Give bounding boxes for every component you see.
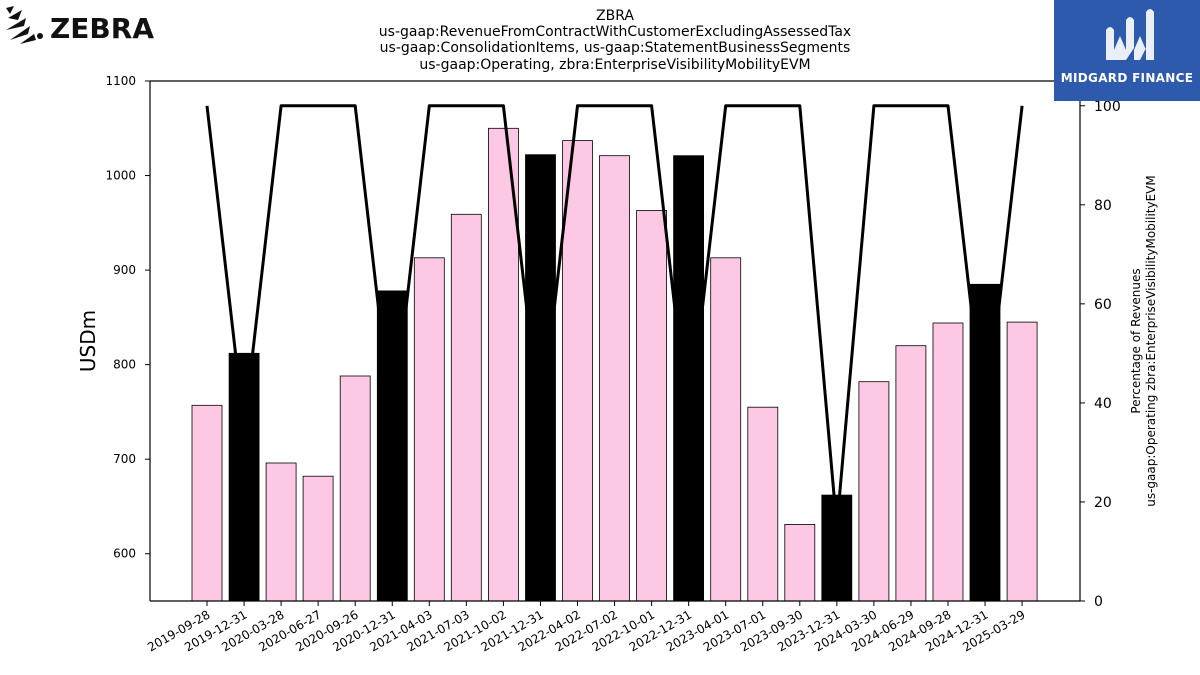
y-tick-label: 600 [113, 547, 136, 561]
bar [450, 213, 482, 602]
y-tick-label: 800 [113, 358, 136, 372]
y2-tick-label: 0 [1094, 594, 1103, 610]
y2-tick-label: 40 [1094, 396, 1112, 412]
percentage-line-series [205, 104, 1024, 529]
y-ticks-left: 600 700 800 900 1000 1100 [105, 74, 150, 561]
chart-title-line: us-gaap:ConsolidationItems, us-gaap:Stat… [380, 40, 851, 56]
y2-axis-label-line: Percentage of Revenues [1129, 268, 1143, 413]
bar [265, 462, 297, 602]
chart-title-line: us-gaap:Operating, zbra:EnterpriseVisibi… [419, 57, 810, 73]
midgard-m-icon [1106, 9, 1154, 60]
axes [149, 80, 1081, 602]
bar-series [191, 127, 1038, 602]
y2-tick-label: 20 [1094, 495, 1112, 511]
bar [710, 257, 742, 602]
bar [895, 345, 927, 602]
bar [858, 381, 890, 602]
y-tick-label: 900 [113, 263, 136, 277]
chart-title-line: ZBRA [596, 8, 634, 24]
bar [673, 155, 704, 602]
percentage-line [205, 104, 1024, 529]
bar [747, 406, 779, 602]
y2-tick-label: 60 [1094, 297, 1112, 313]
y-axis-label: USDm [76, 310, 100, 372]
bar [636, 210, 667, 602]
bar [487, 127, 519, 602]
y-tick-label: 1000 [105, 169, 136, 183]
bar [784, 524, 816, 602]
y2-tick-label: 100 [1094, 99, 1121, 115]
y2-tick-label: 80 [1094, 198, 1112, 214]
brand-logo-text: ZEBRA [50, 12, 154, 45]
y2-axis-label-line: us-gaap:Operating zbra:EnterpriseVisibil… [1144, 175, 1158, 507]
chart-title-line: us-gaap:RevenueFromContractWithCustomerE… [379, 24, 851, 40]
bar [413, 257, 445, 602]
bar [228, 352, 260, 602]
x-ticks: 2019-09-282019-12-312020-03-282020-06-27… [145, 601, 1028, 654]
bar [302, 475, 334, 602]
bar [599, 155, 630, 602]
bar [525, 154, 556, 602]
y-tick-label: 1100 [105, 74, 136, 88]
bar [932, 322, 964, 602]
midgard-finance-badge: MIDGARD FINANCE [1054, 0, 1200, 101]
bar [191, 404, 223, 602]
zebra-logo: ZEBRA [6, 6, 154, 45]
badge-label: MIDGARD FINANCE [1060, 71, 1194, 85]
y-tick-label: 700 [113, 452, 136, 466]
bar [339, 375, 371, 602]
y-ticks-right: 0 20 40 60 80 100 [1080, 99, 1121, 610]
bar [1006, 321, 1038, 602]
zebra-stripes-icon [6, 6, 43, 44]
chart-title: ZBRA us-gaap:RevenueFromContractWithCust… [379, 8, 851, 73]
